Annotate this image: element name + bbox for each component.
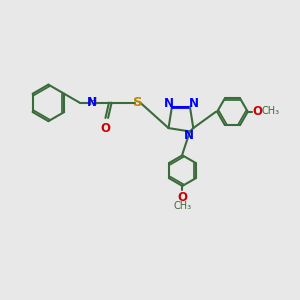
Text: H: H xyxy=(89,97,98,107)
Text: N: N xyxy=(184,129,194,142)
Text: N: N xyxy=(87,95,97,109)
Text: N: N xyxy=(188,97,198,110)
Text: S: S xyxy=(133,95,142,109)
Text: CH₃: CH₃ xyxy=(173,201,191,211)
Text: O: O xyxy=(177,191,188,204)
Text: CH₃: CH₃ xyxy=(262,106,280,116)
Text: O: O xyxy=(253,105,262,118)
Text: N: N xyxy=(164,97,173,110)
Text: O: O xyxy=(100,122,110,135)
